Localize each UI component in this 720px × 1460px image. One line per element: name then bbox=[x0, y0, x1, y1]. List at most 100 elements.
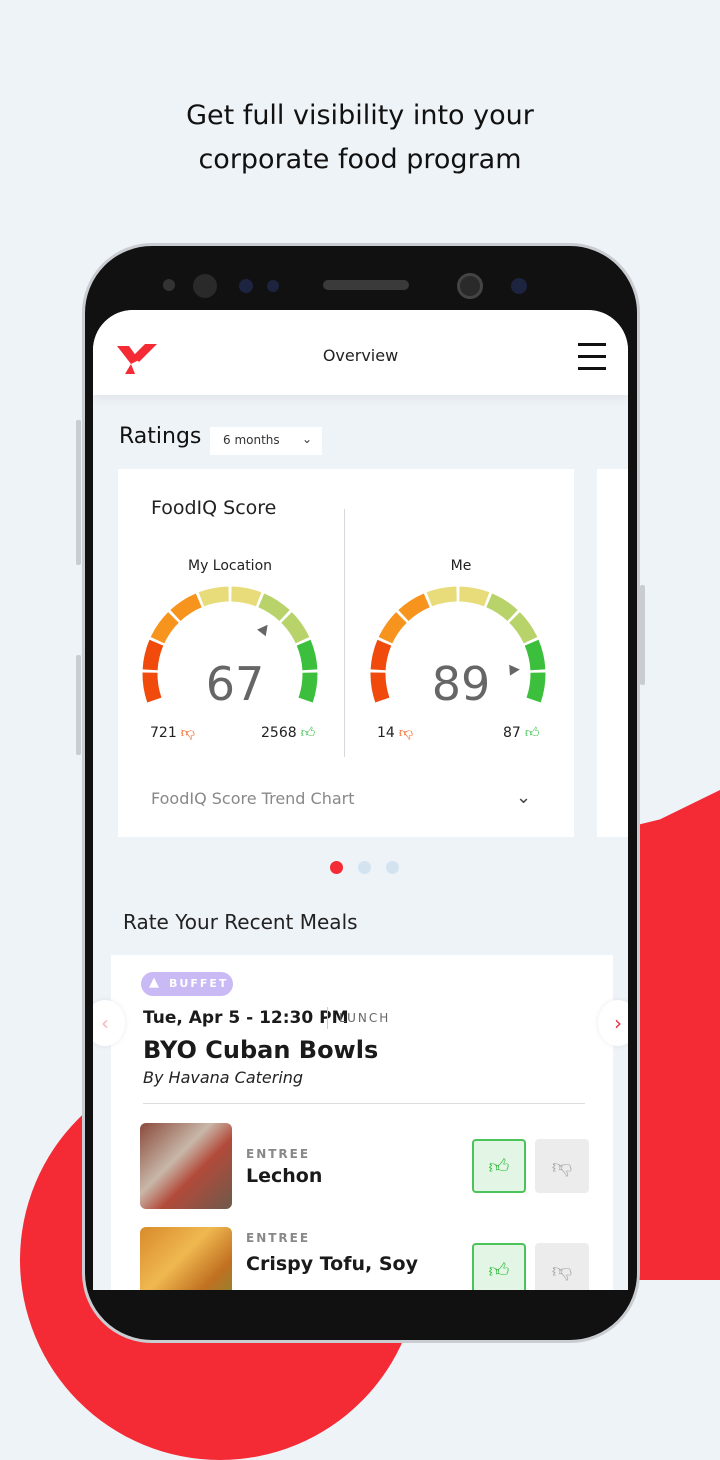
gauge-segment bbox=[458, 586, 490, 607]
gauge-segment bbox=[378, 612, 407, 644]
gauge-segment bbox=[398, 593, 430, 622]
buffet-badge: ▲ BUFFET bbox=[141, 972, 233, 996]
page-title: Overview bbox=[322, 346, 399, 365]
thumbs-down-icon: 👎︎ bbox=[398, 725, 414, 741]
gauge-segment bbox=[370, 672, 390, 703]
speaker-grille bbox=[323, 280, 409, 290]
cloche-icon: ▲ bbox=[149, 975, 161, 990]
item-name: Crispy Tofu, Soy bbox=[246, 1253, 418, 1275]
thumbs-down-icon: 👎︎ bbox=[180, 725, 195, 741]
section-heading: Rate Your Recent Meals bbox=[123, 910, 358, 934]
thumbs-down-button[interactable]: 👎︎ bbox=[535, 1139, 589, 1193]
meal-date: Tue, Apr 5 - 12:30 PM bbox=[143, 1008, 349, 1028]
ratings-heading: Ratings bbox=[119, 424, 202, 449]
camera-icon bbox=[457, 273, 483, 299]
phone-side-button bbox=[76, 420, 81, 565]
thumbs-up-count: 87 👍︎ bbox=[503, 724, 540, 742]
headline: Get full visibility into your corporate … bbox=[0, 94, 720, 182]
count: 721 bbox=[150, 724, 177, 741]
gauge-segment bbox=[486, 593, 518, 622]
gauge-pointer bbox=[257, 624, 268, 637]
thumbs-down-icon: 👎︎ bbox=[551, 1257, 573, 1282]
next-meal-button[interactable]: › bbox=[598, 1000, 628, 1046]
gauge-segment bbox=[524, 639, 546, 671]
sensor-icon bbox=[193, 274, 217, 298]
thumbs-up-button[interactable]: 👍︎ bbox=[472, 1139, 526, 1193]
carousel-dot[interactable] bbox=[358, 861, 371, 874]
headline-line: corporate food program bbox=[198, 144, 522, 175]
thumbs-up-count: 2568 👍︎ bbox=[261, 724, 316, 742]
score-value: 89 bbox=[431, 657, 491, 711]
chevron-down-icon[interactable]: ⌄ bbox=[516, 787, 532, 808]
gauge-segment bbox=[230, 586, 262, 607]
gauge-segment bbox=[526, 672, 546, 703]
phone-side-button bbox=[76, 655, 81, 755]
gauge-segment bbox=[150, 612, 179, 644]
thumbs-up-icon: 👍︎ bbox=[300, 725, 316, 741]
brand-logo[interactable] bbox=[117, 342, 157, 376]
thumbs-up-icon: 👍︎ bbox=[488, 1257, 510, 1282]
carousel-dot[interactable] bbox=[386, 861, 399, 874]
gauge-segment bbox=[258, 593, 290, 622]
gauge-location bbox=[142, 586, 318, 703]
sensor-icon bbox=[163, 279, 175, 291]
hamburger-menu-button[interactable] bbox=[571, 340, 607, 372]
thumbs-up-icon: 👍︎ bbox=[488, 1153, 510, 1178]
thumbs-down-count: 14 👎︎ bbox=[377, 724, 414, 742]
badge-label: BUFFET bbox=[169, 977, 229, 990]
thumbs-up-icon: 👍︎ bbox=[524, 725, 540, 741]
gauge-segment bbox=[509, 612, 538, 644]
gauge-me bbox=[370, 586, 546, 703]
hamburger-icon bbox=[578, 367, 606, 370]
divider bbox=[327, 1007, 328, 1029]
gauge-label: My Location bbox=[187, 558, 273, 574]
thumbs-down-icon: 👎︎ bbox=[551, 1153, 573, 1178]
score-value: 67 bbox=[205, 657, 265, 711]
divider bbox=[143, 1103, 585, 1104]
period-dropdown[interactable]: 6 months ⌄ bbox=[210, 427, 322, 455]
item-name: Lechon bbox=[246, 1165, 323, 1187]
count: 87 bbox=[503, 724, 521, 741]
sensor-icon bbox=[511, 278, 527, 294]
sensor-icon bbox=[267, 280, 279, 292]
item-category: ENTREE bbox=[246, 1147, 311, 1161]
thumbs-down-count: 721 👎︎ bbox=[150, 724, 195, 742]
card-title: FoodIQ Score bbox=[151, 497, 277, 519]
gauge-segment bbox=[170, 593, 202, 622]
thumbs-up-button[interactable]: 👍︎ bbox=[472, 1243, 526, 1290]
sensor-icon bbox=[239, 279, 253, 293]
app-screen: Overview Ratings 6 months ⌄ FoodIQ Score… bbox=[93, 310, 628, 1290]
period-value: 6 months bbox=[223, 433, 280, 447]
app-header: Overview bbox=[93, 310, 628, 395]
list-item: ENTREE Crispy Tofu, Soy 👍︎ 👎︎ bbox=[111, 1227, 613, 1290]
foodiq-score-card[interactable]: FoodIQ Score My Location Me 67 89 721 👎︎ … bbox=[118, 469, 574, 837]
gauge-segment bbox=[281, 612, 310, 644]
phone-side-button bbox=[640, 585, 645, 685]
gauge-segment bbox=[426, 586, 458, 607]
thumbs-down-button[interactable]: 👎︎ bbox=[535, 1243, 589, 1290]
caterer: By Havana Catering bbox=[143, 1068, 304, 1087]
chevron-left-icon: ‹ bbox=[101, 1011, 109, 1035]
count: 14 bbox=[377, 724, 395, 741]
item-category: ENTREE bbox=[246, 1231, 311, 1245]
hamburger-icon bbox=[578, 343, 606, 346]
list-item: ENTREE Lechon 👍︎ 👎︎ bbox=[111, 1123, 613, 1213]
chevron-down-icon: ⌄ bbox=[301, 432, 312, 446]
gauge-segment bbox=[142, 672, 162, 703]
next-card-peek[interactable] bbox=[597, 469, 628, 837]
gauge-segment bbox=[298, 672, 318, 703]
gauge-segment bbox=[198, 586, 230, 607]
trend-chart-toggle[interactable]: FoodIQ Score Trend Chart bbox=[151, 789, 355, 808]
gauge-label: Me bbox=[450, 558, 472, 574]
meal-type: LUNCH bbox=[339, 1011, 391, 1025]
divider bbox=[344, 509, 345, 757]
chevron-right-icon: › bbox=[614, 1011, 622, 1035]
previous-meal-button[interactable]: ‹ bbox=[93, 1000, 125, 1046]
headline-line: Get full visibility into your bbox=[186, 100, 534, 131]
carousel-dot-active[interactable] bbox=[330, 861, 343, 874]
gauge-segment bbox=[370, 639, 392, 671]
food-image bbox=[140, 1123, 232, 1209]
gauge-segment bbox=[296, 639, 318, 671]
gauge-pointer bbox=[509, 664, 520, 676]
food-image bbox=[140, 1227, 232, 1290]
